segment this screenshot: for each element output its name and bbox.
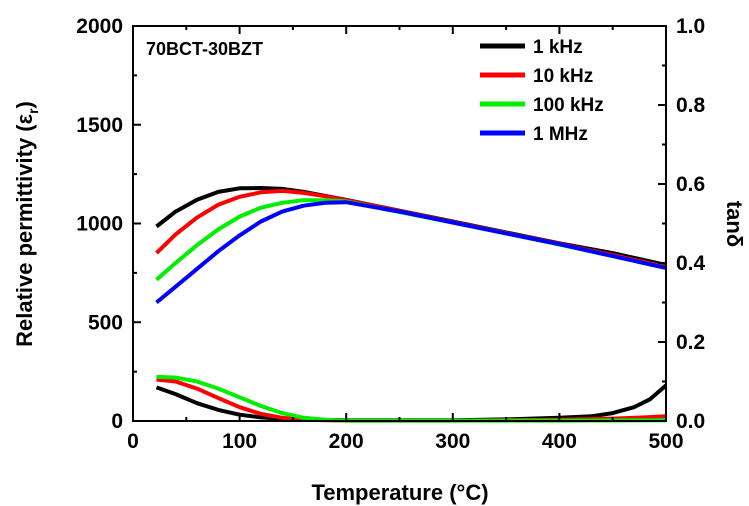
legend-label-10-khz: 10 kHz (533, 66, 593, 87)
legend: 1 kHz 10 kHz 100 kHz 1 MHz (480, 37, 604, 145)
x-tick-label: 400 (542, 430, 577, 453)
x-tick-label: 500 (648, 430, 683, 453)
tick-labels: 0 100 200 300 400 500 0 500 1000 1500 2000 0.0 0.2 0.… (76, 15, 705, 453)
legend-label-100-khz: 100 kHz (533, 95, 604, 116)
chart-annotation: 70BCT-30BZT (146, 39, 263, 59)
series-permittivity-1-mhz (155, 200, 667, 305)
y-right-tick-label: 0.0 (676, 410, 705, 433)
y-left-tick-label: 2000 (76, 15, 123, 38)
x-tick-label: 100 (222, 430, 257, 453)
x-axis-title: Temperature (°C) (311, 480, 488, 505)
y-right-tick-label: 0.8 (676, 94, 706, 117)
plot-lines (155, 186, 668, 423)
y-left-tick-label: 1500 (76, 114, 123, 137)
x-tick-label: 300 (435, 430, 470, 453)
legend-label-1-mhz: 1 MHz (533, 124, 588, 145)
y-axis-title-left: Relative permittivity (εr) (12, 101, 41, 347)
y-left-tick-label: 1000 (76, 213, 123, 236)
y-left-tick-label: 0 (111, 410, 123, 433)
y-axis-title-left-close: ) (12, 101, 37, 108)
legend-label-1-khz: 1 kHz (533, 37, 583, 58)
y-right-tick-label: 1.0 (676, 15, 705, 38)
y-right-tick-label: 0.2 (676, 331, 705, 354)
y-right-tick-label: 0.4 (676, 252, 706, 275)
y-left-tick-label: 500 (88, 311, 123, 334)
x-tick-label: 200 (329, 430, 364, 453)
y-right-tick-label: 0.6 (676, 173, 705, 196)
y-axis-title-left-sub: r (25, 108, 41, 114)
series-permittivity-10-khz (155, 188, 667, 269)
y-axis-title-right: tanδ (722, 201, 747, 247)
y-axis-title-left-main: Relative permittivity (ε (12, 113, 37, 347)
x-tick-label: 0 (127, 430, 139, 453)
ticks (132, 25, 667, 422)
